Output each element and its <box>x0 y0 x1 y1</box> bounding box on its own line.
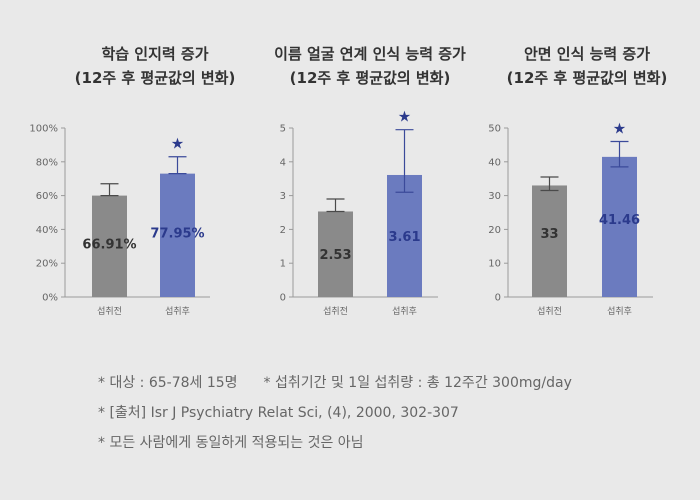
footnote-source: * [출처] Isr J Psychiatry Relat Sci, (4), … <box>98 405 459 421</box>
chart-2-ytick-label: 0 <box>280 293 286 304</box>
chart-title-2-line1: 이름 얼굴 연계 인식 능력 증가 <box>274 45 466 63</box>
footnote-dosage: * 섭취기간 및 1일 섭취량 : 총 12주간 300mg/day <box>263 375 572 391</box>
chart-1-ytick-label: 0% <box>42 293 58 304</box>
footnote-subjects: * 대상 : 65-78세 15명 <box>98 375 238 391</box>
chart-2-ytick-label: 2 <box>280 225 286 236</box>
chart-1-ytick-label: 60% <box>36 191 58 202</box>
chart-title-3-line2: (12주 후 평균값의 변화) <box>506 69 668 87</box>
chart-2-value-label: 3.61 <box>388 230 420 245</box>
footnotes: * 대상 : 65-78세 15명 * 섭취기간 및 1일 섭취량 : 총 12주… <box>98 368 572 458</box>
chart-1-bar <box>92 195 127 297</box>
chart-2-ytick-label: 1 <box>280 259 286 270</box>
chart-3-ytick-label: 50 <box>488 124 501 135</box>
chart-2-ytick-label: 3 <box>280 191 286 202</box>
chart-2-category-label: 섭취전 <box>323 306 348 317</box>
chart-1-ytick-label: 40% <box>36 225 58 236</box>
chart-3-value-label: 33 <box>540 227 558 242</box>
chart-title-2: 이름 얼굴 연계 인식 능력 증가 (12주 후 평균값의 변화) <box>250 42 490 90</box>
chart-2-bar <box>318 211 353 297</box>
chart-1-ytick-label: 80% <box>36 157 58 168</box>
chart-2-significance-star: ★ <box>398 108 411 126</box>
chart-1-value-label: 66.91% <box>82 237 136 252</box>
chart-1-bar <box>160 173 195 297</box>
chart-3-bar <box>532 185 567 297</box>
chart-3-significance-star: ★ <box>613 120 626 138</box>
chart-3-ytick-label: 30 <box>488 191 501 202</box>
chart-2-ytick-label: 5 <box>280 124 286 135</box>
chart-1-category-label: 섭취전 <box>97 306 122 317</box>
chart-title-1-line1: 학습 인지력 증가 <box>101 45 209 63</box>
chart-3-bar <box>602 156 637 297</box>
chart-title-1: 학습 인지력 증가 (12주 후 평균값의 변화) <box>35 42 275 90</box>
chart-2-value-label: 2.53 <box>319 248 351 263</box>
chart-3-value-label: 41.46 <box>599 213 640 228</box>
chart-3-category-label: 섭취전 <box>537 306 562 317</box>
chart-title-1-line2: (12주 후 평균값의 변화) <box>74 69 236 87</box>
chart-1-value-label: 77.95% <box>150 226 204 241</box>
chart-3-ytick-label: 20 <box>488 225 501 236</box>
chart-3-category-label: 섭취후 <box>607 306 632 317</box>
chart-2-ytick-label: 4 <box>280 157 286 168</box>
chart-title-3: 안면 인식 능력 증가 (12주 후 평균값의 변화) <box>467 42 700 90</box>
chart-1-category-label: 섭취후 <box>165 306 190 317</box>
chart-2-bar <box>387 174 422 297</box>
chart-3-ytick-label: 10 <box>488 259 501 270</box>
chart-1-significance-star: ★ <box>171 135 184 153</box>
chart-2-category-label: 섭취후 <box>392 306 417 317</box>
chart-1-ytick-label: 20% <box>36 259 58 270</box>
chart-3-ytick-label: 0 <box>495 293 501 304</box>
footnote-disclaimer: * 모든 사람에게 동일하게 적용되는 것은 아님 <box>98 435 364 451</box>
chart-title-2-line2: (12주 후 평균값의 변화) <box>289 69 451 87</box>
chart-3-ytick-label: 40 <box>488 157 501 168</box>
footnote-row-1: * 대상 : 65-78세 15명 * 섭취기간 및 1일 섭취량 : 총 12주… <box>98 368 572 398</box>
chart-title-3-line1: 안면 인식 능력 증가 <box>523 45 651 63</box>
chart-1-ytick-label: 100% <box>29 124 58 135</box>
charts-svg: 0% 20% 40% 60% 80% 100% 66.91% 섭취전 77.95% 섭취후 ★ 0 1 2… <box>29 108 653 317</box>
